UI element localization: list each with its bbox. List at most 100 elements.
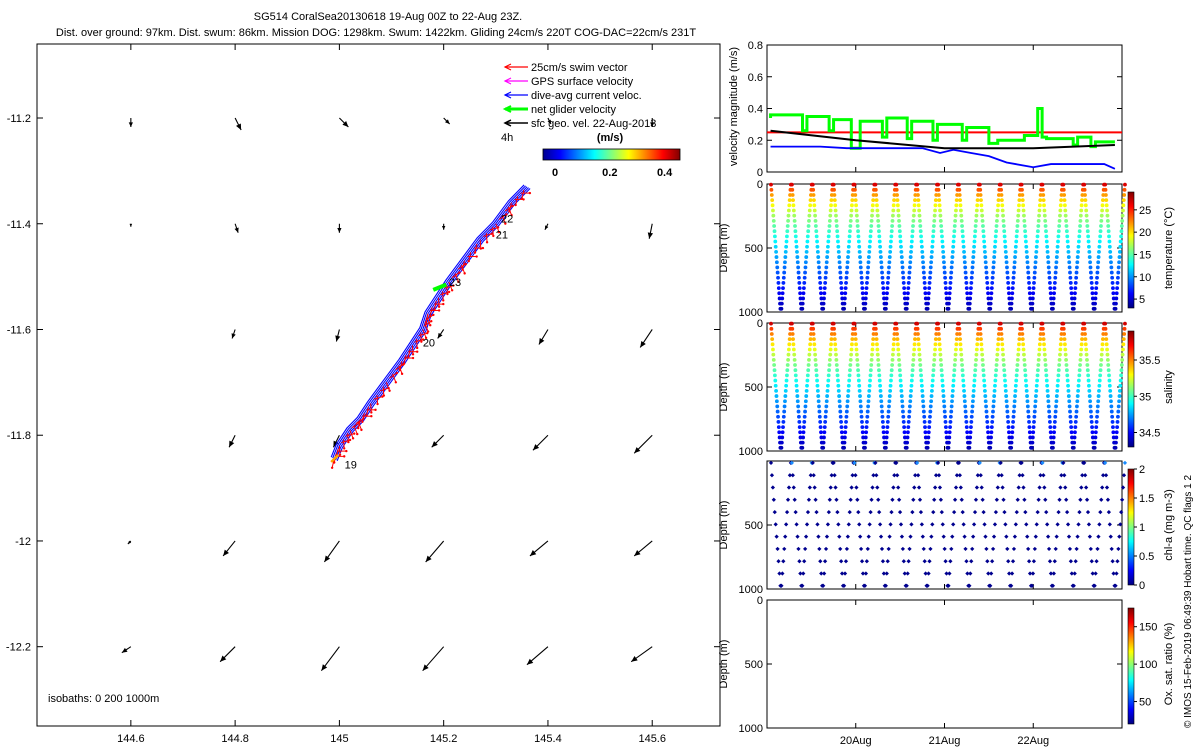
temperature-sample (1059, 198, 1064, 203)
salinity-sample (816, 399, 821, 404)
swim-vector-head (370, 411, 373, 414)
salinity-sample (1071, 445, 1076, 450)
salinity-sample (1090, 430, 1095, 435)
temperature-sample (968, 296, 973, 301)
chl-sample (878, 534, 884, 539)
salinity-sample (865, 409, 870, 414)
swim-vector (422, 329, 427, 339)
salinity-sample (1041, 332, 1046, 336)
chl-sample (793, 509, 798, 515)
salinity-sample (1058, 352, 1062, 357)
salinity-sample (1093, 435, 1098, 440)
salinity-sample (870, 347, 875, 352)
salinity-sample (1021, 342, 1026, 347)
swim-vector-head (420, 340, 423, 343)
salinity-sample (769, 326, 774, 331)
temperature-sample (888, 244, 893, 249)
salinity-sample (822, 425, 827, 430)
temperature-sample (992, 255, 997, 259)
salinity-sample (936, 326, 941, 331)
temperature-sample (826, 239, 831, 244)
temperature-sample (918, 218, 922, 223)
temperature-sample (814, 234, 819, 239)
temperature-sample (863, 301, 868, 306)
temperature-sample (931, 229, 936, 234)
salinity-sample (1016, 352, 1021, 357)
velocity-frame (766, 44, 1123, 173)
salinity-sample (801, 435, 806, 440)
chl-sample (1016, 485, 1021, 490)
salinity-sample (1082, 326, 1087, 331)
salinity-sample (905, 435, 910, 440)
salinity-sample (802, 420, 807, 424)
temperature-sample (923, 286, 927, 291)
temperature-sample (1097, 244, 1102, 249)
chl-sample (864, 559, 869, 564)
chl-sample (1104, 485, 1110, 490)
salinity-sample (958, 342, 963, 347)
temperature-sample (1012, 260, 1017, 265)
salinity-sample (867, 383, 872, 388)
chl-sample (1103, 473, 1109, 478)
temperature-sample (1103, 187, 1108, 192)
chl-sample (831, 460, 836, 466)
salinity-sample (845, 399, 850, 404)
salinity-sample (996, 332, 1001, 336)
salinity-sample (936, 321, 940, 326)
temperature-sample (905, 296, 910, 301)
chl-sample (1106, 509, 1111, 515)
salinity-ytick-label: 0 (757, 318, 763, 330)
map-xtick-label: 145.2 (430, 733, 458, 745)
salinity-sample (1114, 440, 1118, 445)
salinity-sample (1056, 378, 1060, 383)
salinity-sample (848, 368, 852, 373)
chl-sample (1086, 522, 1092, 527)
map-legend: 25cm/s swim vector GPS surface velocity … (501, 62, 681, 179)
salinity-sample (1002, 373, 1007, 378)
temperature-sample (890, 218, 895, 223)
chl-sample (791, 485, 796, 490)
temperature-sample (807, 213, 812, 218)
salinity-sample (846, 388, 851, 393)
temperature-sample (1006, 281, 1011, 285)
chl-sample (927, 559, 932, 564)
geo-vector-head (544, 225, 549, 230)
salinity-sample (962, 394, 967, 398)
salinity-sample (991, 404, 996, 409)
salinity-sample (971, 399, 975, 404)
chl-sample (1030, 571, 1036, 576)
chl-sample (1033, 534, 1038, 539)
chl-sample (812, 485, 817, 490)
swim-vector-head (433, 308, 436, 311)
temperature-sample (803, 260, 808, 265)
salinity-sample (922, 414, 927, 419)
chl-sample (1026, 546, 1031, 552)
salinity-sample (1020, 326, 1024, 331)
chl-sample (990, 546, 996, 552)
temperature-sample (1047, 270, 1052, 275)
temperature-sample (1017, 193, 1022, 197)
salinity-sample (880, 420, 885, 424)
salinity-sample (928, 414, 932, 419)
geo-vector-head (234, 227, 239, 233)
temperature-sample (844, 275, 849, 280)
chl-sample (963, 546, 968, 552)
chl-sample (780, 571, 785, 576)
chl-sample (1025, 534, 1030, 539)
temperature-sample (885, 291, 889, 296)
salinity-sample (1042, 347, 1047, 352)
geo-vector-head (634, 550, 641, 556)
temperature-colorbar-label: temperature (°C) (1163, 207, 1175, 289)
chl-sample (989, 571, 994, 576)
temperature-sample (1056, 234, 1061, 239)
temperature-sample (1073, 281, 1078, 285)
salinity-sample (1119, 373, 1123, 378)
map-ytick-label: -11.2 (7, 113, 31, 125)
temperature-sample (1005, 265, 1009, 270)
salinity-sample (837, 394, 842, 398)
salinity-sample (774, 399, 779, 404)
salinity-sample (855, 357, 860, 362)
salinity-sample (827, 357, 832, 362)
chl-sample (971, 522, 977, 527)
